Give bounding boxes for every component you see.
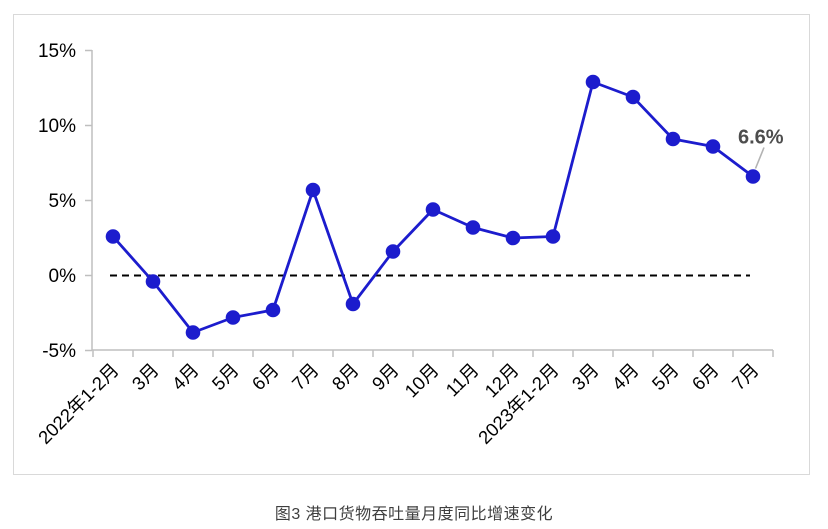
x-category-label: 7月 — [288, 359, 323, 394]
x-category-label: 4月 — [608, 359, 643, 394]
data-point-3 — [225, 310, 241, 325]
data-point-5 — [305, 182, 321, 198]
data-point-8 — [425, 202, 441, 217]
data-point-6 — [345, 296, 361, 312]
x-category-label: 6月 — [688, 359, 723, 394]
data-point-13 — [625, 89, 641, 105]
y-tick-label: 10% — [38, 116, 76, 137]
data-point-4 — [265, 302, 281, 318]
line-chart: 15%10%5%0%-5%2022年1-2月 3月 4月 5月 6月 7月 8月 9月10月1… — [13, 14, 810, 475]
annotation-leader-line — [754, 147, 765, 169]
y-tick-label: -5% — [42, 341, 76, 362]
chart-frame — [13, 14, 810, 475]
x-category-label: 8月 — [328, 359, 363, 394]
data-point-2 — [185, 325, 201, 340]
x-category-label: 11月 — [441, 359, 483, 401]
x-category-label: 9月 — [368, 359, 403, 394]
data-point-16 — [745, 169, 761, 184]
x-category-label: 4月 — [168, 359, 203, 394]
data-point-11 — [545, 229, 561, 244]
y-tick-label: 5% — [49, 191, 77, 212]
data-point-14 — [665, 131, 681, 147]
x-category-label: 7月 — [728, 359, 763, 394]
axis-lines — [91, 50, 773, 351]
x-category-label: 2022年1-2月 — [34, 359, 123, 448]
annotation-label: 6.6% — [738, 127, 784, 149]
data-point-0 — [105, 229, 121, 244]
data-point-7 — [385, 244, 401, 259]
x-category-label: 10月 — [400, 359, 442, 401]
data-point-15 — [705, 139, 721, 154]
x-category-label: 6月 — [248, 359, 283, 394]
data-point-10 — [505, 230, 521, 246]
y-tick-label: 15% — [38, 41, 76, 62]
x-category-label: 5月 — [208, 359, 243, 394]
data-point-12 — [585, 74, 601, 90]
data-point-9 — [465, 220, 481, 235]
data-point-1 — [145, 274, 161, 289]
x-category-label: 3月 — [568, 359, 603, 394]
x-category-label: 5月 — [648, 359, 683, 394]
chart-caption: 图3 港口货物吞吐量月度同比增速变化 — [274, 506, 554, 523]
y-tick-label: 0% — [49, 266, 77, 287]
x-category-label: 3月 — [128, 359, 163, 394]
